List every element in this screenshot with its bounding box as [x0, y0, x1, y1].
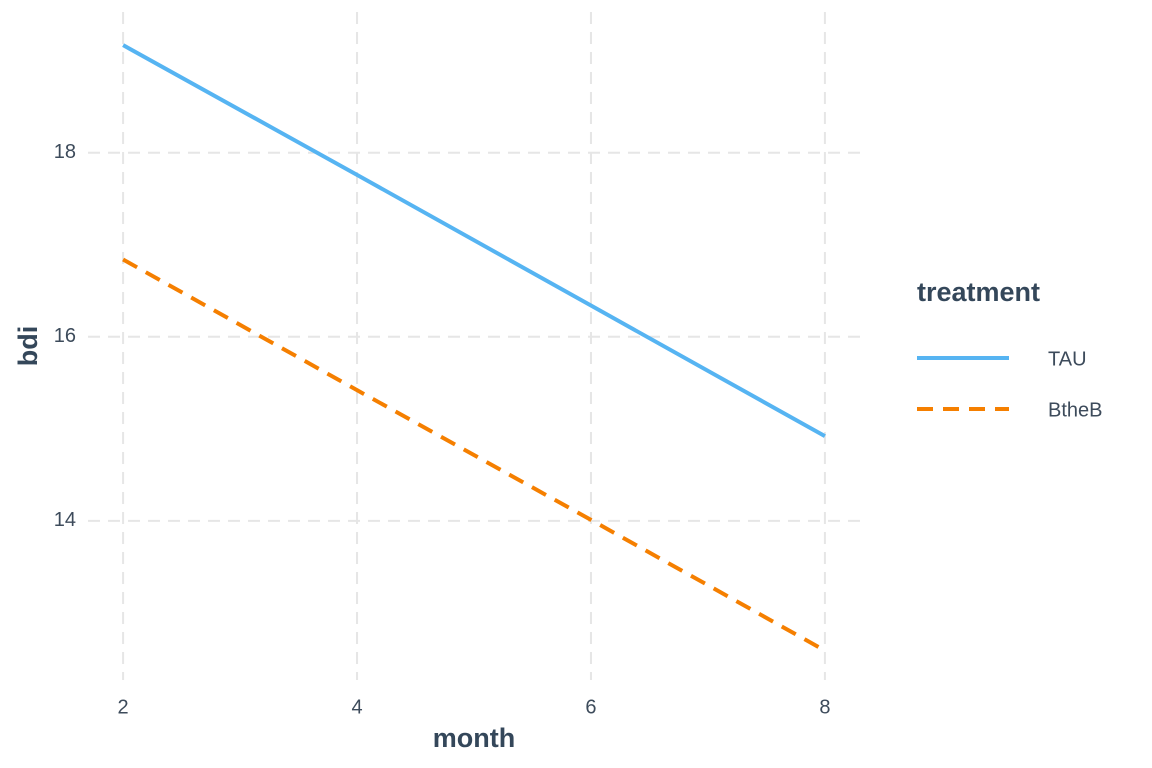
x-axis-title: month	[433, 723, 515, 753]
x-tick-label: 4	[351, 696, 362, 718]
y-tick-label: 14	[54, 509, 76, 531]
legend-title: treatment	[917, 277, 1040, 307]
y-tick-label: 16	[54, 325, 76, 347]
line-series	[122, 43, 826, 438]
x-tick-label: 2	[118, 696, 129, 718]
x-tick-label: 8	[819, 696, 830, 718]
y-axis-title: bdi	[13, 326, 43, 367]
line-series	[122, 257, 826, 653]
x-tick-label: 6	[585, 696, 596, 718]
legend-label: TAU	[1048, 348, 1087, 370]
y-tick-label: 18	[54, 141, 76, 163]
legend-label: BtheB	[1048, 399, 1102, 421]
